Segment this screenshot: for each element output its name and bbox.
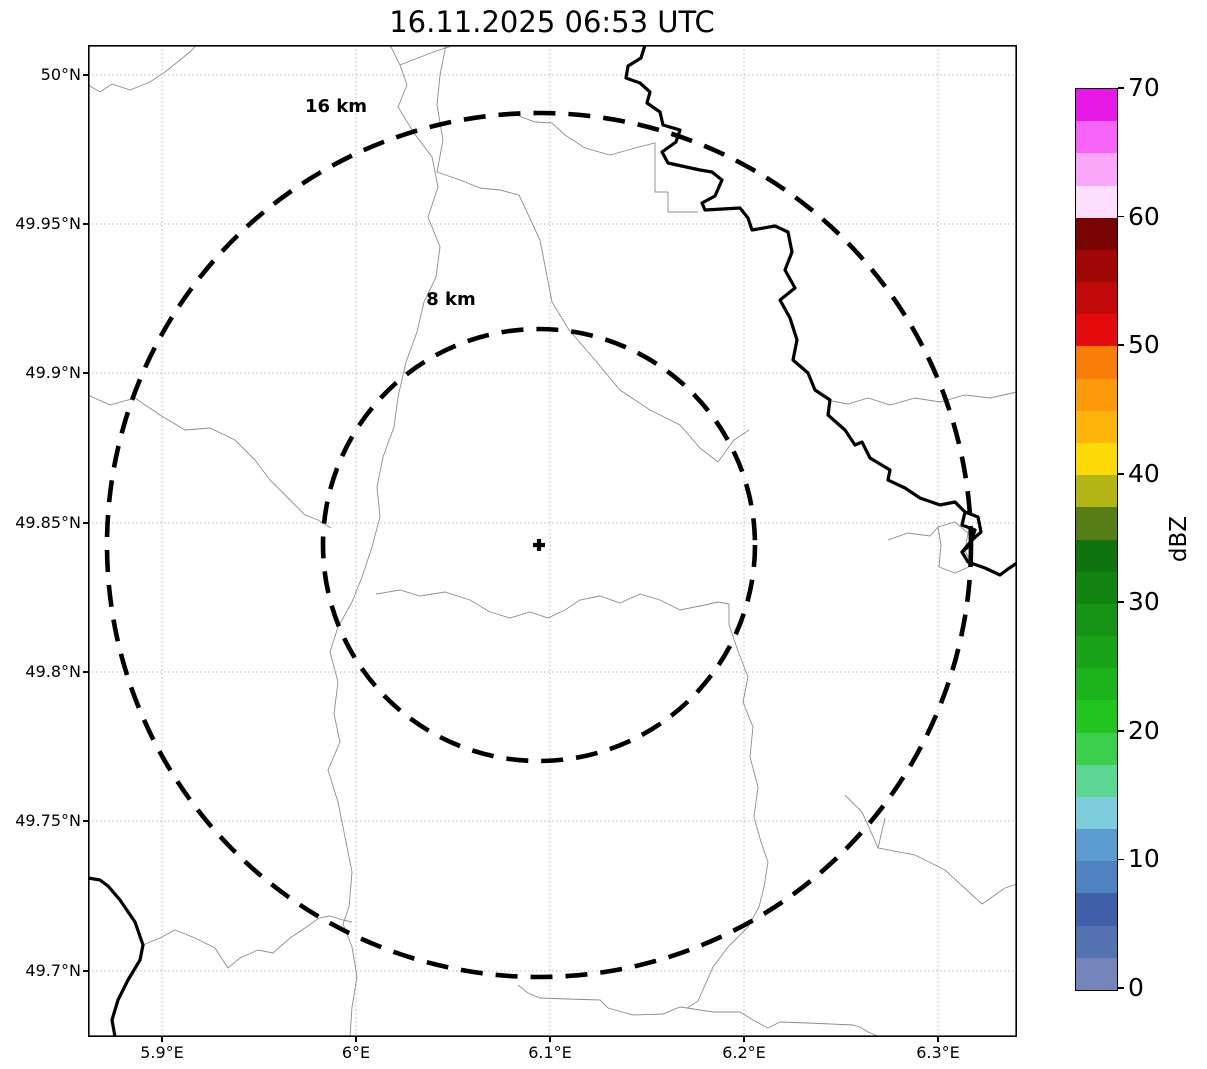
colorbar-segment	[1076, 796, 1117, 830]
x-tick-label: 6.2°E	[722, 1043, 766, 1062]
admin-boundary-line	[142, 915, 353, 969]
colorbar-tick-label: 0	[1128, 973, 1144, 1002]
colorbar-segment	[1076, 539, 1117, 572]
colorbar-segment	[1076, 378, 1117, 411]
admin-boundary-line	[88, 394, 332, 529]
colorbar-tick-label: 50	[1128, 330, 1160, 360]
colorbar-segment	[1076, 732, 1117, 765]
inner-range-ring-label: 8 km	[426, 289, 476, 310]
admin-boundary-line	[327, 45, 441, 1037]
colorbar-segment	[1076, 667, 1117, 701]
river-border-line	[624, 45, 1017, 577]
colorbar-segments	[1076, 88, 1117, 990]
admin-boundary-line	[844, 794, 1017, 905]
colorbar-segment	[1076, 345, 1117, 379]
colorbar-segment	[1076, 410, 1117, 443]
colorbar-segment	[1076, 860, 1117, 894]
x-axis-tickmark	[549, 1037, 551, 1042]
admin-boundary-line	[375, 589, 730, 619]
admin-boundary-line	[877, 817, 886, 849]
y-tick-label: 49.85°N	[15, 513, 81, 532]
admin-boundary-line	[436, 45, 750, 463]
colorbar-tickmark	[1118, 858, 1124, 861]
colorbar-tick-label: 30	[1128, 587, 1160, 617]
colorbar-axis-label: dBZ	[1166, 515, 1193, 563]
colorbar-tickmark	[1118, 215, 1124, 218]
y-axis-tickmark	[83, 372, 88, 374]
y-tick-label: 49.8°N	[25, 662, 81, 681]
colorbar-segment	[1076, 764, 1117, 797]
colorbar-segment	[1076, 442, 1117, 476]
colorbar-tickmark	[1118, 601, 1124, 604]
y-tick-label: 49.7°N	[25, 961, 81, 980]
colorbar-tickmark	[1118, 730, 1124, 732]
range-ring-circle	[104, 110, 974, 980]
colorbar-tick-label: 20	[1128, 715, 1160, 745]
x-tick-label: 6.3°E	[916, 1043, 960, 1062]
colorbar-tick-label: 70	[1128, 73, 1160, 102]
colorbar-segment	[1076, 249, 1117, 283]
admin-boundary-line	[887, 521, 974, 574]
admin-boundary-line	[518, 115, 698, 213]
map-frame	[88, 45, 1017, 1037]
admin-boundary-line	[686, 604, 769, 1009]
colorbar-segment	[1076, 185, 1117, 218]
y-axis-tickmark	[83, 522, 88, 524]
colorbar-segment	[1076, 925, 1117, 958]
range-ring-circle	[320, 326, 758, 764]
y-tick-label: 49.9°N	[25, 363, 81, 382]
colorbar-segment	[1076, 828, 1117, 862]
admin-boundary-line	[517, 984, 881, 1037]
y-tick-label: 49.75°N	[15, 811, 81, 830]
map-plot-area	[88, 45, 1017, 1037]
plot-title: 16.11.2025 06:53 UTC	[389, 5, 715, 39]
colorbar-segment	[1076, 313, 1117, 347]
x-axis-tickmark	[355, 1037, 357, 1042]
colorbar-tick-label: 40	[1128, 458, 1160, 488]
colorbar-segment	[1076, 152, 1117, 186]
x-axis-tickmark	[161, 1037, 163, 1042]
y-axis-tickmark	[83, 671, 88, 673]
x-axis-tickmark	[743, 1037, 745, 1042]
colorbar-segment	[1076, 474, 1117, 508]
colorbar-segment	[1076, 957, 1117, 990]
colorbar-tick-label: 10	[1128, 844, 1160, 874]
colorbar-tickmark	[1118, 87, 1124, 89]
y-axis-tickmark	[83, 74, 88, 76]
colorbar-segment	[1076, 571, 1117, 604]
x-axis-tickmark	[937, 1037, 939, 1042]
admin-boundary-line	[88, 45, 197, 93]
colorbar-segment	[1076, 893, 1117, 926]
admin-boundary-line	[831, 391, 1017, 406]
y-axis-tickmark	[83, 820, 88, 822]
outer-range-ring-label: 16 km	[304, 96, 368, 117]
y-tick-label: 50°N	[40, 65, 81, 84]
colorbar-segment	[1076, 603, 1117, 637]
colorbar-tickmark	[1118, 472, 1124, 475]
colorbar-segment	[1076, 120, 1117, 154]
y-tick-label: 49.95°N	[15, 214, 81, 233]
colorbar-segment	[1076, 699, 1117, 733]
reflectivity-colorbar	[1075, 88, 1118, 991]
river-border-line	[88, 876, 145, 1037]
radar-center-marker	[533, 539, 545, 551]
colorbar-tickmark	[1118, 987, 1124, 989]
colorbar-tick-label: 60	[1128, 201, 1160, 231]
y-axis-tickmark	[83, 970, 88, 972]
colorbar-segment	[1076, 635, 1117, 669]
x-tick-label: 6°E	[341, 1043, 371, 1062]
x-tick-label: 5.9°E	[140, 1043, 184, 1062]
colorbar-segment	[1076, 217, 1117, 250]
admin-boundary-line	[399, 45, 461, 66]
colorbar-segment	[1076, 281, 1117, 315]
colorbar-segment	[1076, 506, 1117, 540]
river-border-line	[960, 510, 983, 554]
colorbar-segment	[1076, 88, 1117, 122]
colorbar-tickmark	[1118, 344, 1124, 346]
y-axis-tickmark	[83, 223, 88, 225]
x-tick-label: 6.1°E	[528, 1043, 572, 1062]
